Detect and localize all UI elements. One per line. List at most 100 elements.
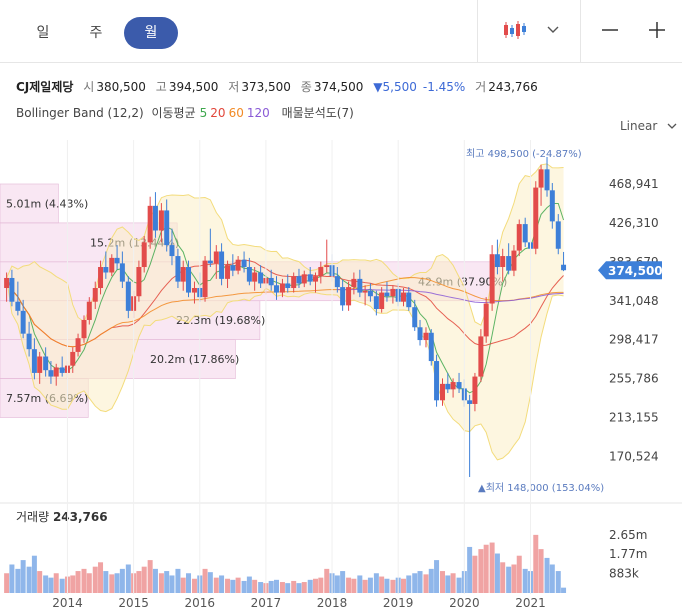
volume-bar	[279, 582, 285, 593]
volume-bar	[291, 580, 297, 593]
candle-body	[191, 288, 197, 293]
add-button[interactable]	[643, 12, 671, 48]
volume-bar	[285, 583, 291, 593]
tab-weekly[interactable]: 주	[89, 25, 103, 41]
minimize-button[interactable]	[596, 12, 624, 48]
volume-bar	[103, 571, 109, 593]
volume-bar	[489, 542, 495, 593]
chart-type-button[interactable]	[495, 12, 535, 48]
ma-60-legend: 60	[228, 106, 244, 120]
candle-body	[164, 210, 170, 246]
candle-body	[428, 332, 434, 362]
volume-bar	[86, 573, 92, 593]
indicator-legend: Bollinger Band (12,2) 이동평균 5 20 60 120 매물분석도…	[16, 104, 358, 121]
volume-pane-title: 거래량 243,766	[16, 510, 108, 524]
candle-body	[395, 288, 401, 302]
candle-body	[544, 169, 550, 191]
bollinger-lower-line	[6, 277, 564, 461]
candle-body	[489, 254, 495, 304]
candle-body	[527, 242, 533, 249]
candle-body	[75, 338, 81, 352]
volume-bar	[53, 573, 59, 593]
candle-body	[379, 292, 385, 310]
candle-body	[340, 287, 346, 306]
volume-profile-bar	[0, 261, 501, 302]
candle-body	[549, 190, 555, 222]
volume-bar	[175, 568, 181, 593]
volume-bar	[351, 578, 357, 593]
candle-body	[555, 221, 561, 249]
candle-body	[296, 276, 302, 284]
volume-bar	[423, 574, 429, 593]
candle-body	[263, 277, 269, 284]
volume-bar	[324, 568, 330, 593]
candle-body	[406, 292, 412, 308]
chevron-down-icon	[667, 123, 677, 129]
volume-bar	[169, 575, 175, 593]
ma-5-line	[6, 202, 565, 394]
volume-bar	[246, 576, 252, 593]
tab-daily[interactable]: 일	[36, 25, 50, 41]
volume-bar	[213, 577, 219, 593]
volume-bar	[390, 579, 396, 593]
candle-body	[467, 400, 473, 404]
volume-profile-bar	[0, 378, 89, 418]
candle-body	[373, 296, 379, 310]
volume-bar	[373, 573, 379, 593]
chart-type-dropdown[interactable]	[540, 12, 566, 48]
candle-body	[307, 274, 313, 282]
candle-body	[103, 267, 109, 273]
volume-bar	[527, 571, 533, 593]
candle-body	[158, 210, 164, 231]
candle-body	[258, 272, 264, 284]
volume-bar	[296, 583, 302, 593]
bollinger-upper-line	[6, 163, 564, 326]
candle-body	[252, 272, 258, 282]
volume-bar	[500, 562, 506, 593]
candle-body	[417, 327, 423, 341]
candle-body	[324, 265, 330, 268]
candle-body	[180, 267, 186, 282]
volume-bar	[230, 579, 236, 593]
volume-bar	[506, 566, 512, 593]
volume-bar	[75, 571, 81, 593]
volume-bar	[235, 577, 241, 593]
volume-bar	[406, 575, 412, 593]
scale-selector[interactable]: Linear	[620, 119, 677, 133]
candle-body	[346, 287, 352, 306]
candle-body	[440, 383, 446, 401]
volume-bar	[384, 578, 390, 593]
volume-bar	[191, 578, 197, 593]
volume-y-tick-label: 883k	[609, 567, 639, 581]
candle-body	[207, 260, 213, 264]
tab-monthly[interactable]: 월	[124, 17, 178, 49]
volume-bar	[109, 574, 115, 593]
high-value: 394,500	[168, 80, 219, 94]
candle-body	[357, 278, 363, 293]
candle-body	[31, 349, 37, 373]
candle-body	[136, 267, 142, 297]
candle-body	[291, 276, 297, 289]
open-value: 380,500	[96, 80, 146, 94]
volume-profile-legend[interactable]: 매물분석도(7)	[281, 106, 354, 120]
volume-profile-bar	[0, 222, 178, 263]
candle-body	[384, 292, 390, 297]
candle-body	[86, 301, 92, 320]
candle-body	[390, 288, 396, 297]
ma-20-legend: 20	[210, 106, 226, 120]
ma-20-line	[6, 259, 564, 348]
close-value: 374,500	[313, 80, 364, 94]
candle-body	[478, 336, 484, 377]
stock-name: CJ제일제당	[16, 80, 74, 94]
candle-body	[301, 274, 307, 284]
candle-body	[511, 250, 517, 271]
volume-bar	[395, 577, 401, 593]
y-tick-label: 468,941	[609, 177, 659, 191]
volume-bar	[313, 578, 319, 593]
candle-body	[141, 242, 147, 268]
bollinger-legend[interactable]: Bollinger Band (12,2)	[16, 106, 144, 120]
volume-bar	[340, 571, 346, 593]
x-tick-label: 2015	[118, 596, 149, 610]
ma-legend-label[interactable]: 이동평균	[151, 106, 196, 120]
volume-bar	[164, 571, 170, 593]
